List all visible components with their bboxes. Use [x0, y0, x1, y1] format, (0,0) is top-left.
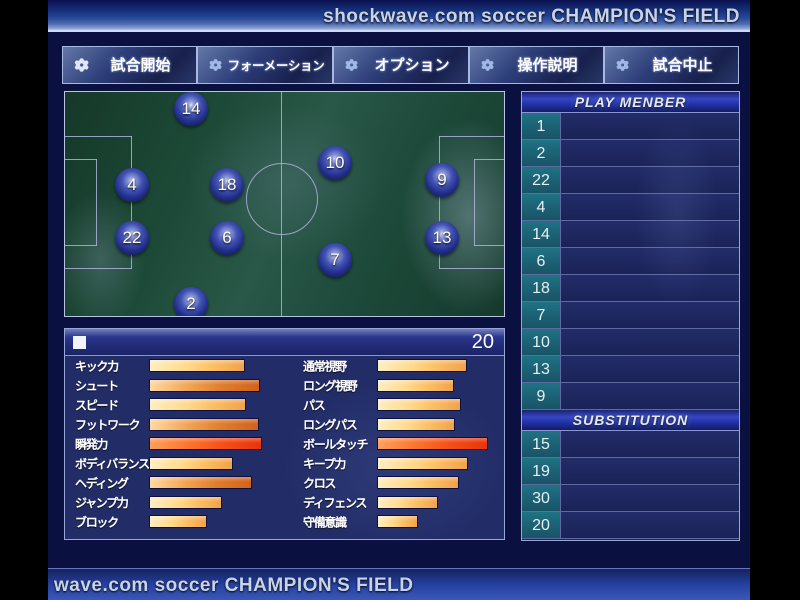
- svg-text:オプション: オプション: [374, 57, 449, 74]
- svg-text:操作説明: 操作説明: [517, 56, 577, 74]
- svg-text:スピード: スピード: [75, 399, 118, 413]
- svg-text:ボールタッチ: ボールタッチ: [303, 437, 369, 452]
- svg-text:ディフェンス: ディフェンス: [303, 495, 367, 510]
- svg-text:キック力: キック力: [75, 359, 119, 374]
- svg-text:守備意識: 守備意識: [303, 515, 347, 530]
- svg-text:ロングパス: ロングパス: [303, 417, 358, 432]
- svg-text:パス: パス: [303, 399, 326, 413]
- svg-text:キープ力: キープ力: [303, 456, 346, 471]
- svg-text:ボディバランス: ボディバランス: [75, 456, 150, 471]
- svg-text:ロング視野: ロング視野: [303, 378, 358, 393]
- svg-text:ブロック: ブロック: [75, 515, 118, 530]
- svg-text:フォーメーション: フォーメーション: [228, 59, 325, 73]
- svg-text:クロス: クロス: [303, 477, 336, 491]
- svg-text:試合中止: 試合中止: [652, 56, 712, 74]
- svg-text:試合開始: 試合開始: [110, 56, 170, 74]
- svg-text:瞬発力: 瞬発力: [75, 437, 108, 452]
- svg-text:シュート: シュート: [75, 379, 118, 393]
- svg-text:ジャンプ力: ジャンプ力: [75, 495, 129, 510]
- svg-text:通常視野: 通常視野: [303, 359, 347, 374]
- svg-text:フットワーク: フットワーク: [75, 418, 140, 432]
- svg-text:ヘディング: ヘディング: [75, 476, 129, 491]
